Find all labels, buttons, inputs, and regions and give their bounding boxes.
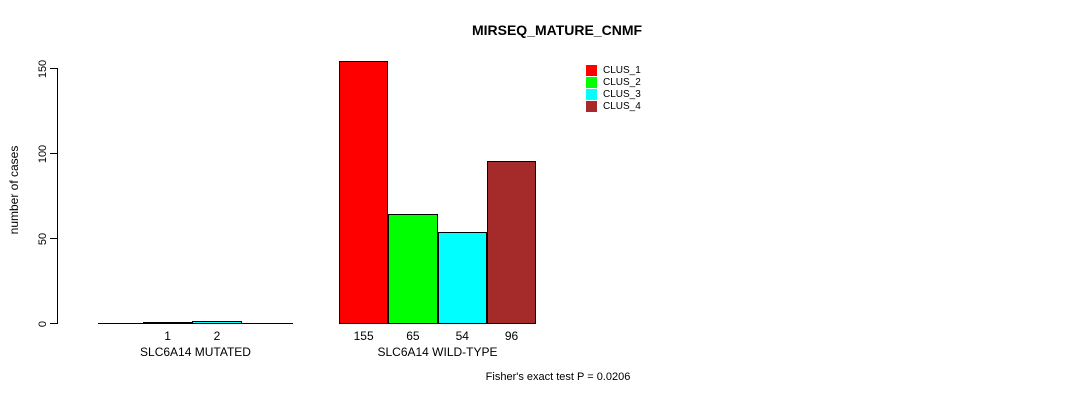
y-axis-line	[57, 68, 58, 324]
bar-value-label: 54	[455, 329, 469, 343]
legend-swatch-clus_1	[586, 64, 597, 76]
bar-clus_3	[192, 320, 242, 324]
legend-swatch-clus_2	[586, 76, 597, 88]
y-tick	[50, 153, 57, 154]
bar-value-label: 1	[164, 329, 171, 343]
fisher-test-annotation: Fisher's exact test P = 0.0206	[485, 371, 631, 383]
chart-title: MIRSEQ_MATURE_CNMF	[471, 22, 643, 38]
legend-item: CLUS_2	[586, 76, 641, 88]
bar-clus_4	[486, 160, 537, 324]
bar-value-label: 96	[504, 329, 519, 343]
legend: CLUS_1 CLUS_2 CLUS_3 CLUS_4	[586, 64, 641, 112]
y-tick-label: 50	[37, 232, 49, 245]
legend-label: CLUS_1	[603, 64, 641, 76]
y-tick-label: 150	[37, 59, 49, 78]
y-tick	[50, 238, 57, 239]
bar-value-label: 155	[353, 329, 374, 343]
y-tick-label: 0	[37, 320, 49, 327]
y-tick-label: 100	[37, 144, 49, 163]
legend-label: CLUS_3	[603, 88, 641, 100]
x-category-label: SLC6A14 WILD-TYPE	[377, 345, 498, 359]
legend-item: CLUS_3	[586, 88, 641, 100]
y-tick	[50, 68, 57, 69]
legend-label: CLUS_4	[603, 100, 641, 112]
bar-clus_1	[339, 60, 389, 324]
legend-item: CLUS_1	[586, 64, 641, 76]
x-category-label: SLC6A14 MUTATED	[140, 345, 251, 359]
bar-value-label: 65	[406, 329, 420, 343]
bar-value-label: 2	[213, 329, 221, 343]
bar-clus_1	[143, 322, 193, 324]
y-axis-title: number of cases	[7, 145, 21, 235]
legend-label: CLUS_2	[603, 76, 641, 88]
legend-item: CLUS_4	[586, 100, 641, 112]
y-tick	[50, 323, 57, 324]
legend-swatch-clus_3	[586, 88, 597, 100]
bar-clus_2	[388, 213, 438, 324]
bar-clus_3	[437, 232, 487, 324]
legend-swatch-clus_4	[586, 100, 597, 112]
